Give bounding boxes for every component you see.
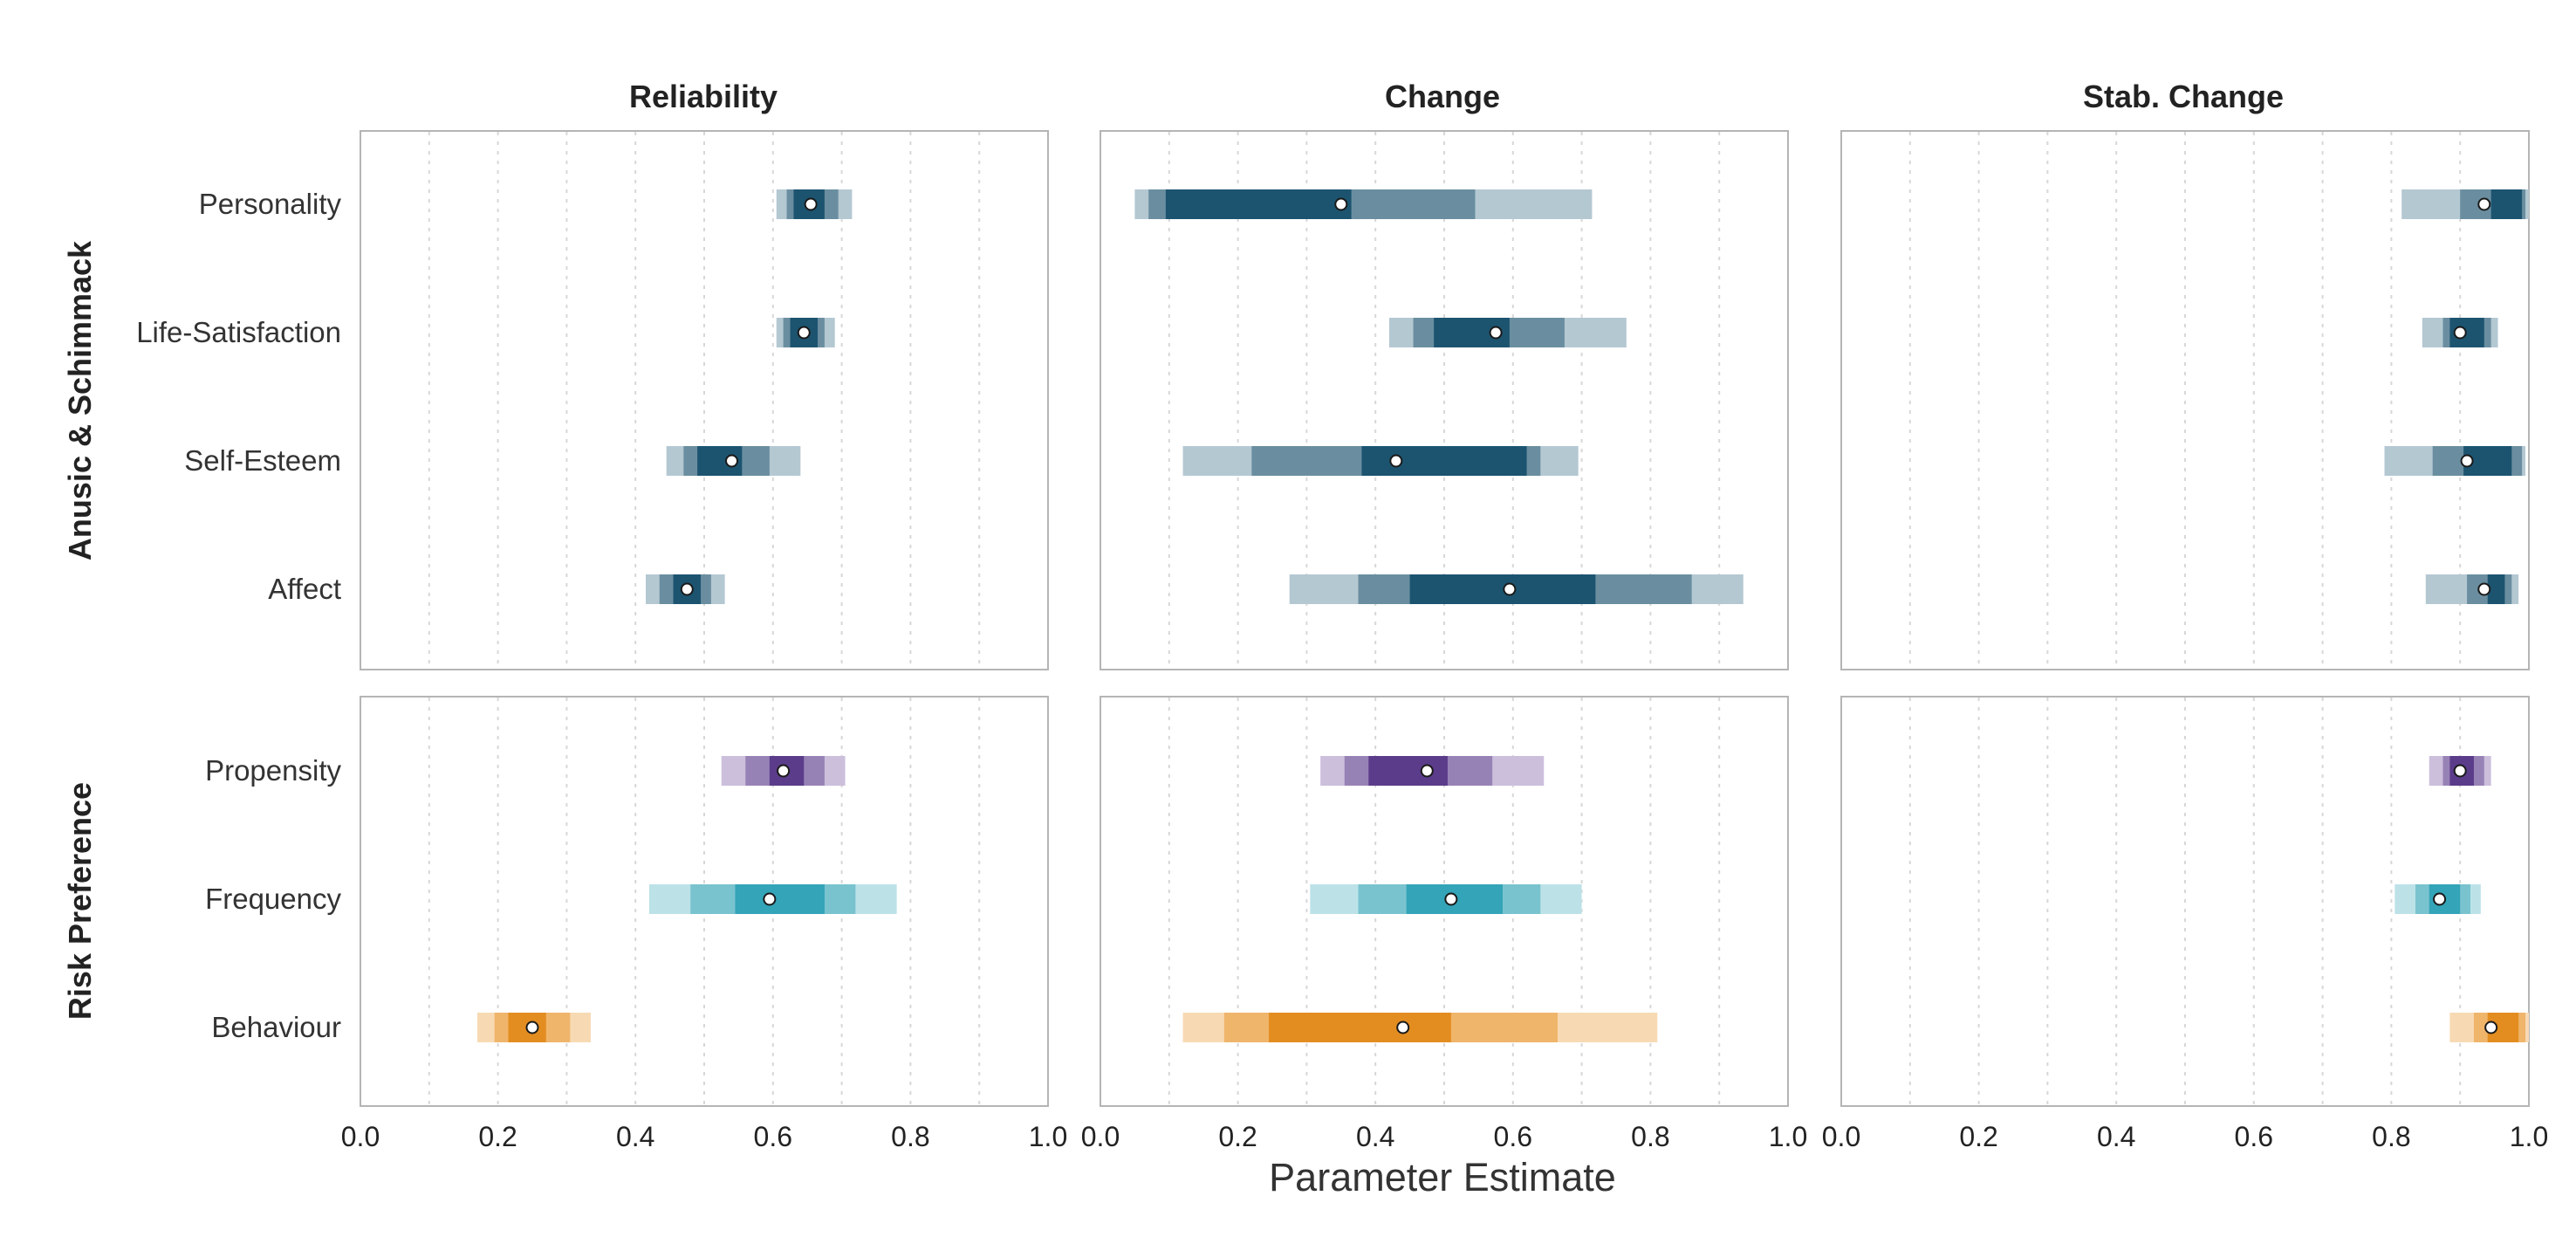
x-tick-label: 1.0 [2510, 1121, 2548, 1152]
category-label-affect: Affect [268, 573, 341, 605]
category-label-self-esteem: Self-Esteem [184, 444, 341, 477]
point-estimate [1503, 582, 1517, 596]
x-tick-label: 0.8 [1631, 1121, 1669, 1152]
panel-anusic-schimmack-change [1100, 130, 1789, 670]
interval-personality-change [1134, 189, 1593, 219]
interval-life-satisfaction-change [1388, 318, 1627, 347]
interval-behaviour-stab-change [2449, 1013, 2529, 1042]
x-tick-label: 0.0 [1081, 1121, 1120, 1152]
interval-inner-bar [1165, 189, 1352, 219]
x-tick-label: 0.2 [1959, 1121, 1997, 1152]
interval-inner-bar [2490, 189, 2523, 219]
interval-affect-stab-change [2425, 574, 2519, 604]
x-tick-label: 0.6 [754, 1121, 792, 1152]
x-axis-stab-change: 0.0 0.2 0.4 0.6 0.8 1.0 [1822, 1121, 2548, 1152]
interval-frequency-change [1310, 884, 1582, 914]
interval-self-esteem-reliability [666, 446, 801, 476]
interval-self-esteem-change [1182, 446, 1579, 476]
point-estimate [2460, 454, 2474, 468]
point-estimate [797, 326, 811, 340]
interval-propensity-change [1320, 756, 1545, 786]
x-tick-label: 0.8 [2372, 1121, 2410, 1152]
point-estimate [1420, 764, 1434, 778]
point-estimate [2484, 1021, 2498, 1034]
x-axis-change: 0.0 0.2 0.4 0.6 0.8 1.0 [1081, 1121, 1807, 1152]
interval-frequency-reliability [648, 884, 897, 914]
column-title-stab-change: Stab. Change [2083, 79, 2284, 114]
interval-inner-bar [1368, 756, 1448, 786]
x-tick-label: 0.2 [478, 1121, 517, 1152]
panel-anusic-schimmack-reliability [360, 130, 1049, 670]
interval-inner-bar [1361, 446, 1527, 476]
point-estimate [2453, 764, 2467, 778]
interval-life-satisfaction-reliability [776, 318, 835, 347]
interval-inner-bar [735, 884, 825, 914]
x-tick-label: 0.0 [341, 1121, 380, 1152]
x-axis-title: Parameter Estimate [1269, 1155, 1616, 1199]
x-tick-label: 0.4 [616, 1121, 654, 1152]
interval-self-esteem-stab-change [2384, 446, 2526, 476]
row-title-anusic-schimmack: Anusic & Schimmack [62, 240, 98, 560]
point-estimate [1389, 454, 1403, 468]
x-tick-label: 0.4 [1356, 1121, 1394, 1152]
point-estimate [763, 892, 777, 906]
interval-life-satisfaction-stab-change [2422, 318, 2498, 347]
row-title-risk-preference: Risk Preference [62, 782, 98, 1020]
interval-personality-reliability [776, 189, 853, 219]
interval-affect-change [1289, 574, 1744, 604]
interval-behaviour-change [1182, 1013, 1658, 1042]
panel-risk-preference-reliability [360, 696, 1049, 1107]
interval-propensity-stab-change [2429, 756, 2491, 786]
column-title-change: Change [1385, 79, 1500, 114]
panel-risk-preference-change [1100, 696, 1789, 1107]
point-estimate [2433, 892, 2447, 906]
x-tick-label: 0.4 [2097, 1121, 2135, 1152]
panel-anusic-schimmack-stab-change [1840, 130, 2530, 670]
point-estimate [1334, 197, 1348, 211]
category-label-life-satisfaction: Life-Satisfaction [136, 316, 341, 348]
panels: Personality Life-Satisfaction Self-Esteem A… [136, 130, 2530, 1107]
panel-row-risk-preference: Propensity Frequency Behaviour [205, 696, 2530, 1107]
x-tick-label: 1.0 [1769, 1121, 1807, 1152]
point-estimate [2453, 326, 2467, 340]
point-estimate [2477, 582, 2491, 596]
x-tick-label: 0.0 [1822, 1121, 1860, 1152]
point-estimate [804, 197, 818, 211]
point-estimate [1444, 892, 1458, 906]
x-tick-label: 0.6 [2235, 1121, 2273, 1152]
panel-row-anusic-schimmack: Personality Life-Satisfaction Self-Esteem A… [136, 130, 2530, 670]
point-estimate [1489, 326, 1503, 340]
x-tick-label: 1.0 [1029, 1121, 1067, 1152]
x-axes: 0.0 0.2 0.4 0.6 0.8 1.0 0.0 0.2 0.4 0.6 0.8 1.0 0.0 0… [341, 1121, 2548, 1152]
point-estimate [777, 764, 791, 778]
interval-personality-stab-change [2401, 189, 2529, 219]
point-estimate [525, 1021, 539, 1034]
panel-risk-preference-stab-change [1840, 696, 2530, 1107]
interval-inner-bar [2487, 574, 2505, 604]
interval-inner-bar [1269, 1013, 1451, 1042]
category-label-behaviour: Behaviour [211, 1011, 341, 1043]
category-label-propensity: Propensity [205, 754, 341, 787]
point-estimate [680, 582, 694, 596]
column-titles: Reliability Change Stab. Change [629, 79, 2284, 114]
point-estimate [1396, 1021, 1410, 1034]
interval-inner-bar [1409, 574, 1596, 604]
interval-propensity-reliability [721, 756, 846, 786]
interval-behaviour-reliability [476, 1013, 591, 1042]
point-estimate [725, 454, 739, 468]
interval-frequency-stab-change [2394, 884, 2481, 914]
column-title-reliability: Reliability [629, 79, 778, 114]
point-estimate [2477, 197, 2491, 211]
x-tick-label: 0.8 [891, 1121, 929, 1152]
category-label-personality: Personality [199, 188, 342, 220]
category-label-frequency: Frequency [205, 883, 341, 915]
interval-affect-reliability [646, 574, 725, 604]
row-titles: Anusic & Schimmack Risk Preference [62, 240, 98, 1020]
x-axis-reliability: 0.0 0.2 0.4 0.6 0.8 1.0 [341, 1121, 1067, 1152]
x-tick-label: 0.6 [1494, 1121, 1532, 1152]
x-tick-label: 0.2 [1218, 1121, 1257, 1152]
